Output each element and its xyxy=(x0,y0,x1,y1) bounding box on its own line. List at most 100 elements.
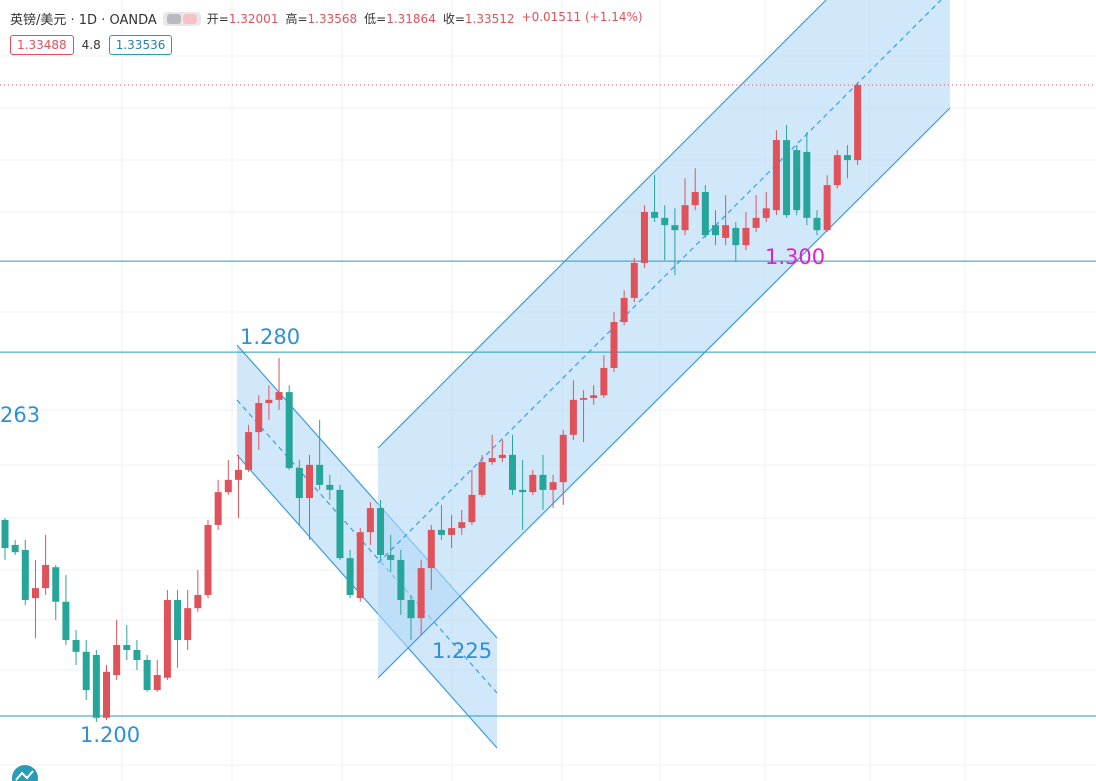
candle-body xyxy=(184,608,192,640)
annotation: 1.200 xyxy=(80,723,140,747)
candle-body xyxy=(82,651,90,691)
marks: 1.280 263 1.225 1.300 1.200 xyxy=(0,82,1096,747)
candle-body xyxy=(234,469,242,480)
candle-body xyxy=(265,399,273,404)
candle-body xyxy=(458,522,466,529)
logo xyxy=(12,765,38,781)
candle-body xyxy=(661,217,669,226)
legend-header: 英镑/美元 · 1D · OANDA 开=1.32001 高=1.33568 低… xyxy=(10,9,643,28)
ohlc-value: 1.32001 xyxy=(228,12,279,26)
up-channel xyxy=(377,0,951,679)
candle-body xyxy=(590,395,598,399)
candle-body xyxy=(336,489,344,559)
candle-body xyxy=(174,599,182,640)
candle-body xyxy=(387,554,395,560)
candle-body xyxy=(559,434,567,483)
spread: 4.8 xyxy=(81,38,101,52)
candle-body xyxy=(72,639,80,652)
candle-body xyxy=(316,464,324,485)
ohlc-label: 收= xyxy=(442,12,465,26)
annotation: 1.280 xyxy=(240,325,300,349)
candle-body xyxy=(437,529,445,535)
candle-body xyxy=(600,367,608,396)
ohlc-item: 高=1.33568 xyxy=(285,10,357,27)
candle-body xyxy=(326,484,334,490)
candle-body xyxy=(478,462,486,495)
candle-body xyxy=(610,322,618,368)
candle-body xyxy=(519,489,527,493)
candle-body xyxy=(194,594,202,609)
candle-body xyxy=(580,398,588,400)
symbol: 英镑/美元 · 1D · OANDA xyxy=(10,13,157,28)
candle-body xyxy=(133,649,141,661)
candle-body xyxy=(1,519,9,549)
candle-body xyxy=(11,544,19,553)
candle-body xyxy=(823,185,831,231)
ohlc-label: 高= xyxy=(285,12,308,26)
candle-body xyxy=(224,479,232,493)
candle-body xyxy=(752,217,760,228)
quote-row: 1.33488 4.8 1.33536 xyxy=(10,35,173,55)
candle-body xyxy=(214,492,222,525)
candle-body xyxy=(92,655,100,718)
ohlc-value: 1.31864 xyxy=(386,12,436,26)
candle-body xyxy=(163,599,171,678)
candle-body xyxy=(742,227,750,246)
candle-body xyxy=(671,225,679,231)
candle-body xyxy=(255,403,263,433)
candle-body xyxy=(356,532,364,599)
candle-body xyxy=(295,468,303,499)
candle-body xyxy=(407,599,415,619)
candle-body xyxy=(397,559,405,600)
candle-body xyxy=(681,205,689,231)
ohlc-item: 低=1.31864 xyxy=(364,10,436,27)
candle-body xyxy=(42,564,50,589)
change: +0.01511 (+1.14%) xyxy=(521,10,643,24)
candle-body xyxy=(783,140,791,216)
candle-body xyxy=(123,644,131,650)
candle-body xyxy=(377,508,385,555)
candle-body xyxy=(52,567,60,602)
candle-body xyxy=(722,225,730,238)
candle-body xyxy=(62,601,70,640)
candle-body xyxy=(762,208,770,218)
candle-body xyxy=(793,150,801,211)
candle-body xyxy=(498,454,506,459)
candle-body xyxy=(417,568,425,619)
candle-body xyxy=(346,558,354,595)
annotation: 1.300 xyxy=(765,245,825,269)
candle-body xyxy=(640,211,648,263)
ohlc-label: 开= xyxy=(206,12,229,26)
candle-body xyxy=(285,392,293,469)
candle-body xyxy=(803,151,811,218)
candle-body xyxy=(427,529,435,569)
candle-body xyxy=(732,227,740,246)
ohlc-item: 开=1.32001 xyxy=(207,10,279,27)
candle-body xyxy=(772,140,780,211)
candle-body xyxy=(701,191,709,236)
candle-body xyxy=(569,399,577,435)
ohlc-value: 1.33512 xyxy=(464,12,515,26)
ohlc-item: 收=1.33512 xyxy=(443,10,515,27)
ohlc-value: 1.33568 xyxy=(307,12,358,26)
ohlc: 开=1.32001 高=1.33568 低=1.31864 收=1.33512 … xyxy=(207,10,643,27)
candle-body xyxy=(539,474,547,490)
candle-body xyxy=(549,482,557,490)
toggle[interactable] xyxy=(162,11,201,26)
candle-body xyxy=(275,392,283,400)
candle-body xyxy=(103,671,110,718)
candle-body xyxy=(691,191,699,206)
candle-body xyxy=(509,454,516,490)
bid-button[interactable]: 1.33488 xyxy=(10,35,74,55)
candle-body xyxy=(620,297,628,323)
candle-body xyxy=(21,549,29,600)
candle-body xyxy=(448,528,456,535)
candle-body xyxy=(529,474,537,493)
ohlc-label: 低= xyxy=(364,12,387,26)
annotation: 1.225 xyxy=(432,639,492,663)
candle-body xyxy=(143,660,151,691)
candle-body xyxy=(630,262,638,298)
candle-body xyxy=(651,211,659,218)
ask-button[interactable]: 1.33536 xyxy=(108,35,173,55)
